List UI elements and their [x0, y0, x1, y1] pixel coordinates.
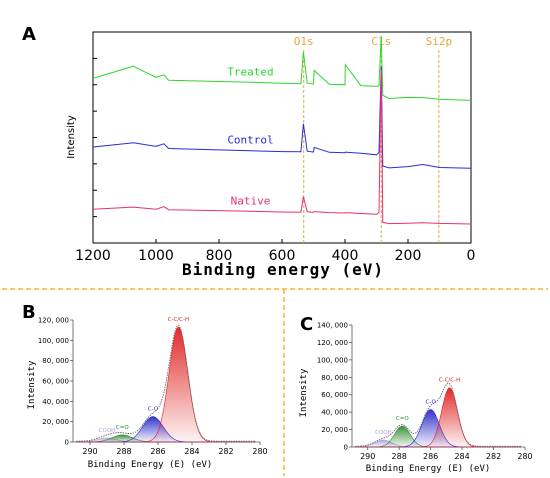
panel-a-ylabel: Intensity: [66, 115, 77, 159]
panel-c-y-tick-label: 80, 000: [321, 374, 348, 382]
panel-c-peak-label: C-O: [425, 400, 436, 406]
panel-a-x-tick-label: 800: [206, 248, 233, 264]
panel-a-frame: [92, 31, 472, 244]
panel-b-peak-area: [76, 326, 256, 443]
panel-a-x-tick-label: 600: [269, 248, 296, 264]
panel-c-peak-label: C-C/C-H: [439, 378, 460, 384]
panel-b-y-tick-label: 0: [65, 439, 69, 447]
panel-c-y-tick-label: 100, 000: [317, 356, 348, 364]
panel-a-xlabel: Binding energy (eV): [182, 260, 384, 279]
panel-c-x-tick-label: 282: [486, 452, 501, 461]
panel-c-y-tick-label: 20, 000: [321, 426, 348, 434]
panel-b-x-tick-label: 290: [82, 447, 97, 456]
panel-a-series-line: [92, 69, 472, 225]
panel-c-x-tick-label: 286: [423, 452, 438, 461]
panel-a-reference-label: Si2p: [426, 35, 453, 48]
panel-b-peak-label: C-O: [148, 407, 159, 413]
panel-a-series-line: [92, 36, 472, 101]
panel-c-xlabel: Binding Energy (E) (eV): [366, 464, 491, 474]
panel-c-peak-label: COOH: [375, 430, 392, 436]
panel-c-peak-area: [355, 387, 522, 448]
panel-c-ylabel: Intensity: [299, 368, 309, 417]
panel-b-y-tick-label: 40, 000: [42, 398, 69, 406]
panel-c-x-tick-label: 290: [360, 452, 375, 461]
panel-c-label: C: [300, 314, 313, 335]
panel-c-y-tick-label: 60, 000: [321, 391, 348, 399]
panel-c-peak-label: C=O: [396, 416, 409, 422]
panel-b-x-tick-label: 282: [218, 447, 233, 456]
panel-c-y-tick-label: 40, 000: [321, 409, 348, 417]
panel-b-y-tick-label: 20, 000: [42, 418, 69, 426]
panel-b-y-tick-label: 120, 000: [38, 317, 69, 325]
panel-c-y-tick-label: 120, 000: [317, 339, 348, 347]
panel-b-x-tick-label: 286: [150, 447, 165, 456]
panel-c-x-tick-label: 284: [454, 452, 469, 461]
panel-a-x-tick-label: 400: [332, 248, 359, 264]
panel-a-reference-label: O1s: [294, 35, 314, 48]
panel-b-y-tick-label: 100, 000: [38, 337, 69, 345]
panel-b-envelope: [76, 324, 256, 442]
panel-a-series-label: Control: [227, 133, 273, 146]
panel-b-peak-label: C=O: [116, 425, 129, 431]
panel-c-plot: 0 20, 000 40, 000 60, 000 80, 000 100, 000 120…: [317, 322, 533, 462]
panel-a-series-line: [92, 66, 472, 169]
panel-b-y-tick-label: 60, 000: [42, 378, 69, 386]
panel-b-label: B: [22, 302, 36, 323]
panel-c-x-tick-label: 288: [392, 452, 407, 461]
panel-a-label: A: [22, 24, 36, 45]
panel-c-y-tick-label: 140, 000: [317, 322, 348, 330]
panel-c-x-tick-label: 280: [517, 452, 532, 461]
panel-b-plot: 0 20, 000 40, 000 60, 000 80, 000 100, 000 120…: [38, 317, 268, 457]
panel-a-x-tick-label: 0: [467, 248, 476, 264]
panel-b-peak-label: C-C/C-H: [168, 317, 189, 323]
panel-a-series-label: Native: [231, 195, 271, 208]
panel-a-x-tick-label: 1200: [75, 248, 111, 264]
panel-a-series-label: Treated: [227, 65, 273, 78]
panel-b-ylabel: Intensity: [27, 360, 37, 409]
panel-a-x-tick-label: 1000: [138, 248, 174, 264]
panel-a-x-tick-label: 200: [395, 248, 422, 264]
panel-b-peak-label: COOH: [99, 428, 116, 434]
panel-b-y-tick-label: 80, 000: [42, 357, 69, 365]
panel-b-x-tick-label: 288: [116, 447, 131, 456]
panel-b-x-tick-label: 284: [184, 447, 199, 456]
panel-b-xlabel: Binding Energy (E) (eV): [88, 460, 213, 470]
panel-c-y-tick-label: 0: [344, 444, 348, 452]
panel-b-x-tick-label: 280: [252, 447, 267, 456]
